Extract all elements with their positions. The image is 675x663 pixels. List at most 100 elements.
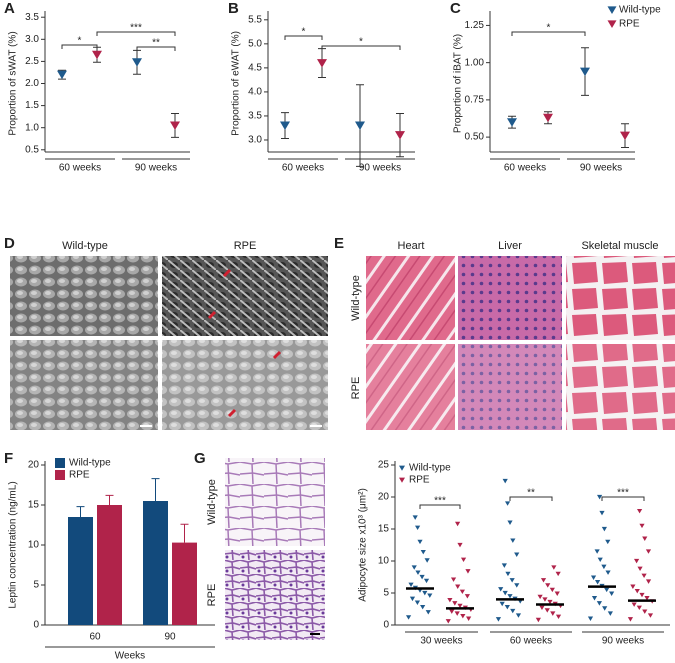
dot bbox=[505, 571, 511, 577]
histology-image bbox=[366, 344, 455, 430]
y-tick-label: 25 bbox=[378, 460, 390, 471]
legend-label: Wild-type bbox=[69, 458, 111, 469]
dot bbox=[596, 601, 603, 606]
dot bbox=[465, 569, 471, 574]
significance-bracket bbox=[284, 35, 323, 40]
dot bbox=[535, 617, 541, 623]
legend-label: RPE bbox=[409, 475, 430, 486]
x-tick-label: 90 weeks bbox=[359, 163, 401, 174]
dot bbox=[464, 594, 470, 599]
dot bbox=[549, 587, 555, 593]
dot bbox=[602, 606, 608, 611]
dot bbox=[415, 570, 421, 575]
dot bbox=[450, 577, 457, 582]
point bbox=[170, 121, 180, 130]
dot bbox=[644, 596, 650, 601]
point bbox=[580, 67, 590, 77]
dot bbox=[415, 525, 421, 531]
column-header: Liver bbox=[498, 240, 522, 252]
legend-label: RPE bbox=[619, 19, 640, 30]
dot bbox=[459, 589, 465, 595]
dot bbox=[502, 478, 508, 484]
dot bbox=[605, 570, 611, 575]
dot bbox=[634, 589, 640, 594]
dot bbox=[601, 564, 607, 570]
y-tick-label: 4.0 bbox=[248, 87, 262, 98]
y-tick-label: 20 bbox=[28, 460, 40, 471]
y-tick-label: 5.5 bbox=[248, 14, 262, 25]
dot bbox=[460, 557, 467, 563]
dot bbox=[539, 605, 545, 611]
y-axis-title: Proportion of sWAT (%) bbox=[8, 31, 19, 135]
histology-image bbox=[366, 256, 455, 340]
legend-label: Wild-type bbox=[409, 463, 451, 474]
y-tick-label: 1.0 bbox=[25, 122, 39, 133]
significance-bracket bbox=[96, 31, 176, 36]
x-tick-label: 30 weeks bbox=[420, 636, 462, 647]
dot bbox=[424, 558, 430, 563]
dot bbox=[510, 538, 516, 543]
dot bbox=[405, 615, 412, 620]
significance-bracket bbox=[511, 31, 586, 36]
legend-label: RPE bbox=[69, 470, 90, 481]
dot bbox=[417, 539, 423, 545]
significance-bracket bbox=[601, 496, 645, 501]
dot bbox=[460, 613, 466, 619]
dot bbox=[609, 591, 615, 596]
point bbox=[355, 121, 365, 131]
dot bbox=[639, 592, 645, 598]
bar bbox=[68, 517, 93, 625]
y-tick-label: 3.0 bbox=[25, 34, 39, 45]
dot bbox=[591, 596, 598, 601]
dot bbox=[455, 584, 461, 589]
dot bbox=[642, 609, 648, 614]
dot bbox=[587, 616, 594, 621]
dot bbox=[637, 509, 643, 514]
significance-label: ** bbox=[527, 488, 535, 499]
dot bbox=[554, 591, 560, 596]
dot bbox=[457, 603, 463, 609]
bar bbox=[172, 542, 197, 625]
point bbox=[317, 59, 327, 68]
y-tick-label: 0.50 bbox=[465, 132, 485, 143]
dot bbox=[594, 549, 600, 554]
panel-label: B bbox=[228, 0, 239, 17]
dot bbox=[605, 539, 611, 545]
point bbox=[507, 118, 517, 127]
dot bbox=[515, 613, 522, 618]
y-tick-label: 10 bbox=[378, 556, 390, 567]
dot bbox=[641, 573, 647, 579]
significance-bracket bbox=[136, 46, 176, 51]
y-tick-label: 3.5 bbox=[25, 12, 39, 23]
dot bbox=[590, 575, 597, 580]
x-tick-label: 60 bbox=[89, 632, 101, 643]
x-axis-title: Weeks bbox=[115, 651, 145, 662]
legend-marker bbox=[399, 477, 405, 483]
significance-label: *** bbox=[130, 23, 142, 34]
y-tick-label: 0 bbox=[383, 620, 389, 631]
dot bbox=[551, 565, 557, 570]
y-tick-label: 2.5 bbox=[25, 56, 39, 67]
error-bar bbox=[180, 523, 189, 543]
dot bbox=[507, 520, 513, 525]
dot bbox=[420, 605, 426, 610]
sem-image bbox=[10, 256, 158, 336]
dot bbox=[501, 563, 507, 568]
dot bbox=[544, 608, 550, 613]
dot bbox=[514, 552, 520, 557]
panel-label: C bbox=[450, 0, 461, 17]
histology-image bbox=[225, 458, 325, 546]
significance-bracket bbox=[419, 504, 461, 509]
x-tick-label: 60 weeks bbox=[282, 163, 324, 174]
dot bbox=[445, 619, 451, 624]
column-header: Skeletal muscle bbox=[581, 240, 658, 252]
x-tick-label: 90 weeks bbox=[135, 163, 177, 174]
dot bbox=[504, 605, 510, 610]
error-bar bbox=[151, 478, 160, 501]
dot bbox=[509, 578, 515, 583]
row-header: RPE bbox=[350, 377, 362, 400]
legend-swatch bbox=[55, 470, 65, 480]
row-header: Wild-type bbox=[350, 275, 362, 321]
point bbox=[543, 113, 553, 123]
